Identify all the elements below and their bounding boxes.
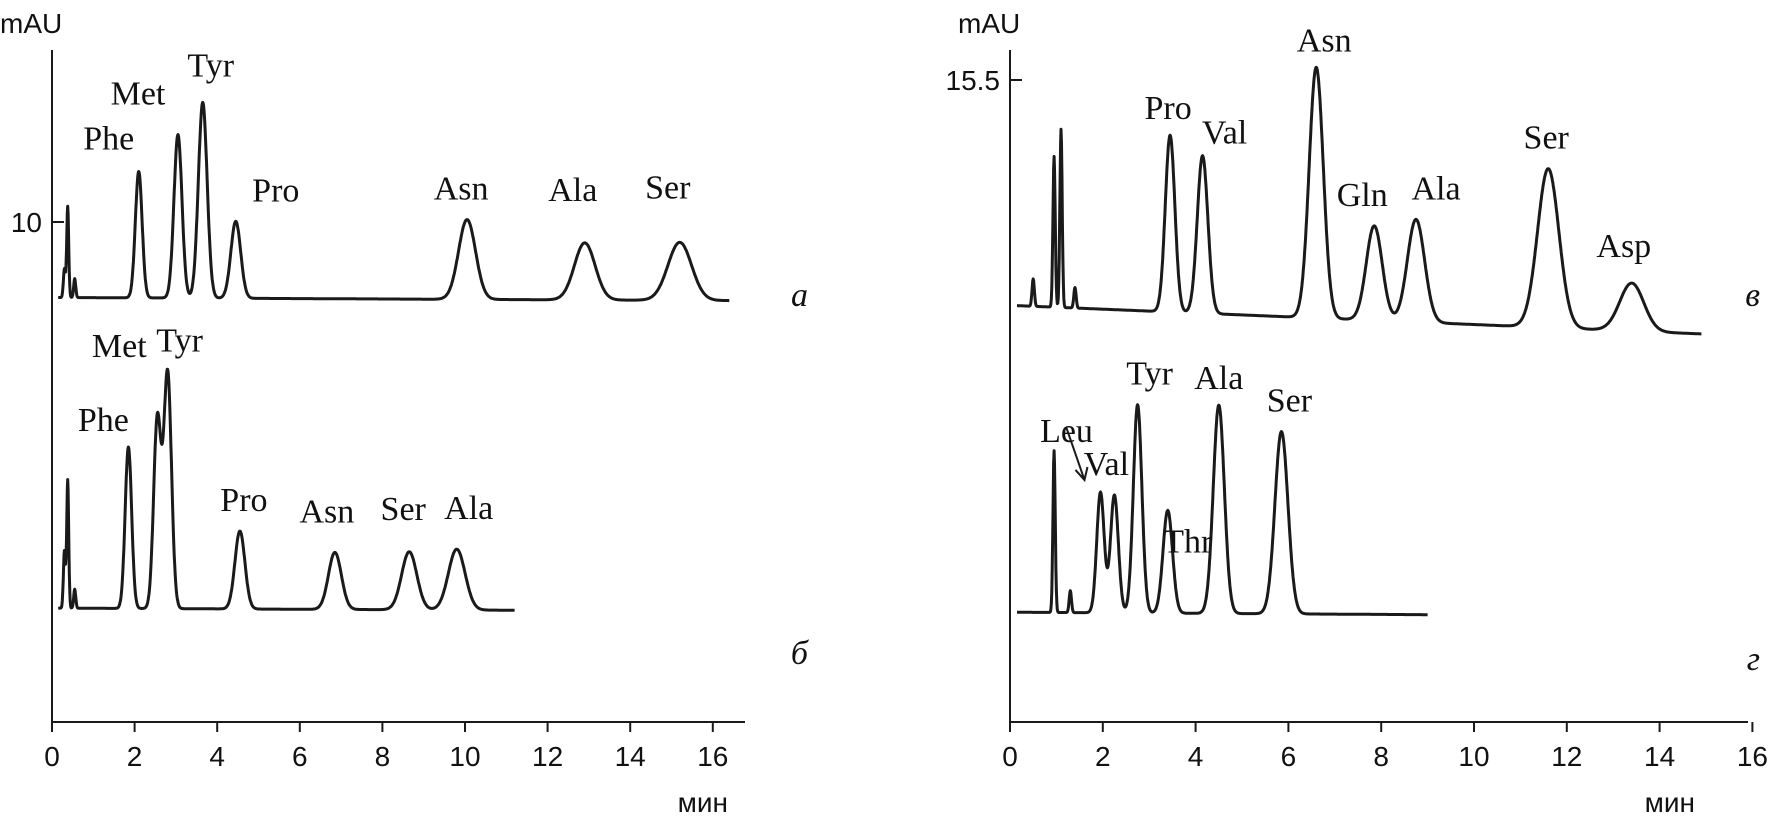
x-tick-label: 4: [209, 741, 225, 772]
x-tick-label: 0: [1002, 741, 1018, 772]
y-tick-label: 15.5: [946, 65, 1001, 96]
peak-label: Pro: [220, 482, 267, 519]
peak-label: Pro: [1144, 90, 1191, 127]
peak-label: Asn: [434, 171, 489, 208]
peak-label: Leu: [1040, 413, 1093, 450]
x-tick-label: 4: [1188, 741, 1204, 772]
y-axis-label: mAU: [958, 8, 1020, 39]
x-tick-label: 6: [1281, 741, 1297, 772]
chromatogram-trace-в: [1015, 65, 1703, 336]
peak-label: Gln: [1337, 177, 1388, 214]
leu-arrow-head: [1074, 466, 1089, 483]
peak-label: Ser: [1267, 383, 1313, 420]
peak-label: Tyr: [1126, 356, 1173, 393]
peak-label: Phe: [78, 402, 129, 439]
peak-label: Ser: [645, 169, 691, 206]
peak-label: Ala: [1411, 170, 1460, 207]
peak-label: Val: [1084, 446, 1129, 483]
x-tick-label: 10: [449, 741, 480, 772]
trace-id-label: г: [1747, 641, 1760, 678]
chromatogram-trace-а: [57, 100, 731, 303]
peak-label: Met: [92, 328, 147, 365]
peak-label: Asn: [1297, 22, 1352, 59]
x-tick-label: 14: [1644, 741, 1675, 772]
chromatogram-trace-г: [1015, 403, 1429, 617]
x-tick-label: 12: [532, 741, 563, 772]
chart-panel-right: 0 2 4 6 8 10 12 14 16 15.5 mAU мин Pro Val Asn Gln Ala Se…: [946, 8, 1768, 818]
x-tick-label: 8: [1373, 741, 1389, 772]
x-tick-label: 6: [292, 741, 308, 772]
y-axis-label: mAU: [0, 8, 62, 39]
peak-label: Asn: [300, 493, 355, 530]
peak-label: Thr: [1163, 523, 1213, 560]
peak-label: Tyr: [187, 47, 234, 84]
peak-label: Met: [111, 76, 166, 113]
peak-label: Val: [1202, 115, 1247, 152]
trace-id-label: б: [791, 635, 810, 672]
peak-label: Phe: [83, 121, 134, 158]
x-tick-label: 0: [44, 741, 60, 772]
peak-label: Ala: [1194, 360, 1243, 397]
x-tick-label: 2: [127, 741, 143, 772]
x-tick-label: 10: [1458, 741, 1489, 772]
trace-id-label: в: [1745, 277, 1760, 314]
x-tick-label: 16: [1737, 741, 1768, 772]
trace-id-label: а: [791, 277, 808, 314]
peak-label: Asp: [1596, 228, 1651, 265]
peak-label: Pro: [252, 172, 299, 209]
x-axis-label: мин: [1645, 787, 1695, 818]
x-tick-label: 12: [1551, 741, 1582, 772]
x-tick-label: 16: [697, 741, 728, 772]
peak-label: Ala: [548, 172, 597, 209]
x-tick-label: 8: [375, 741, 391, 772]
x-tick-label: 2: [1095, 741, 1111, 772]
leu-arrow-shaft: [1065, 427, 1086, 481]
peak-label: Ala: [444, 490, 493, 527]
x-tick-label: 14: [615, 741, 646, 772]
peak-label: Ser: [381, 491, 427, 528]
y-tick-label: 10: [11, 207, 42, 238]
x-axis-label: мин: [678, 787, 728, 818]
peak-label: Tyr: [156, 322, 203, 359]
chromatogram-trace-б: [57, 367, 516, 612]
peak-label: Ser: [1524, 120, 1570, 157]
